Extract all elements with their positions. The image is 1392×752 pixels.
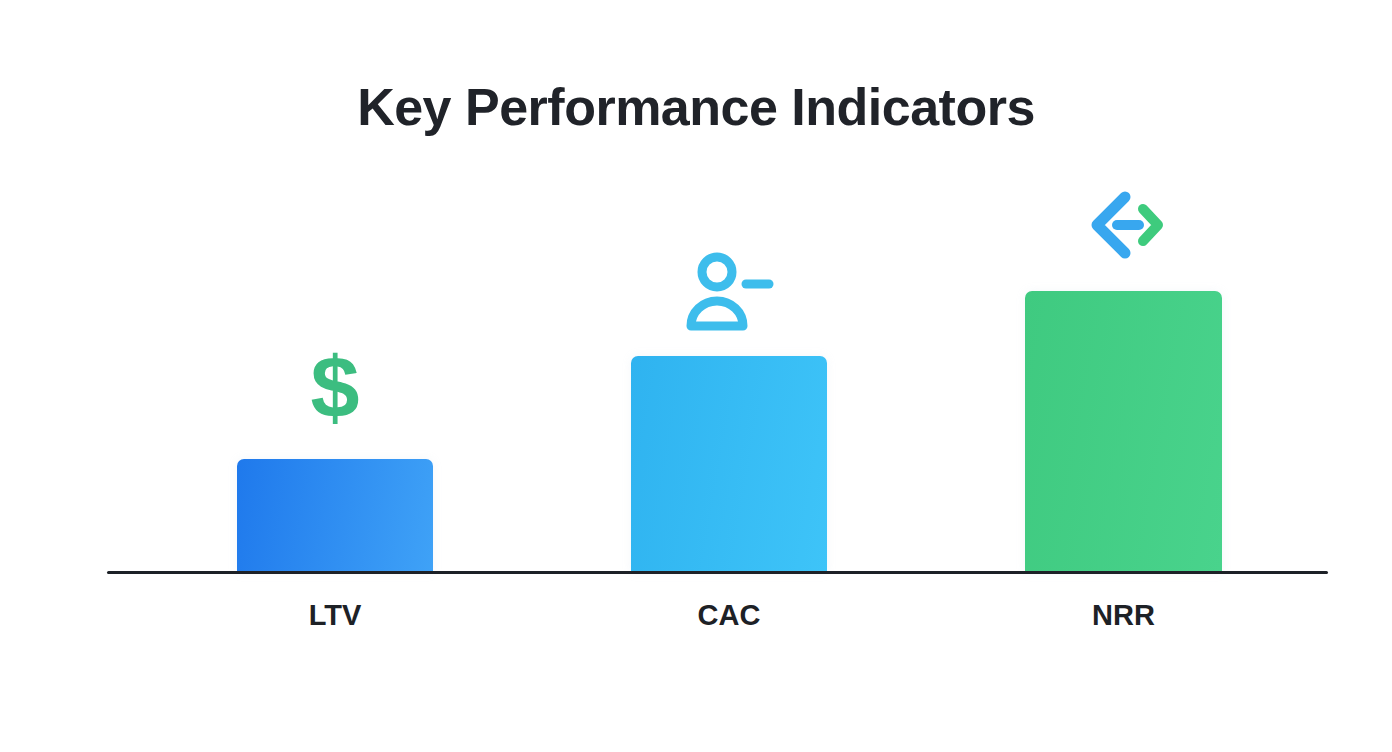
category-label-cac: CAC	[631, 599, 827, 632]
chart-title: Key Performance Indicators	[0, 80, 1392, 135]
category-label-nrr: NRR	[1025, 599, 1222, 632]
user-body	[691, 301, 743, 326]
x-axis-line	[107, 571, 1328, 574]
bar-ltv	[237, 459, 433, 573]
bar-nrr	[1025, 291, 1222, 573]
user-head	[702, 257, 732, 287]
arrow-right-chevron	[1143, 209, 1158, 241]
user-minus-icon	[682, 251, 774, 335]
arrows-left-right-icon	[1086, 191, 1166, 259]
bar-cac	[631, 356, 827, 573]
kpi-chart: Key Performance Indicators $ LTV CAC NRR	[0, 0, 1392, 752]
dollar-icon: $	[285, 348, 385, 429]
category-label-ltv: LTV	[237, 599, 433, 632]
